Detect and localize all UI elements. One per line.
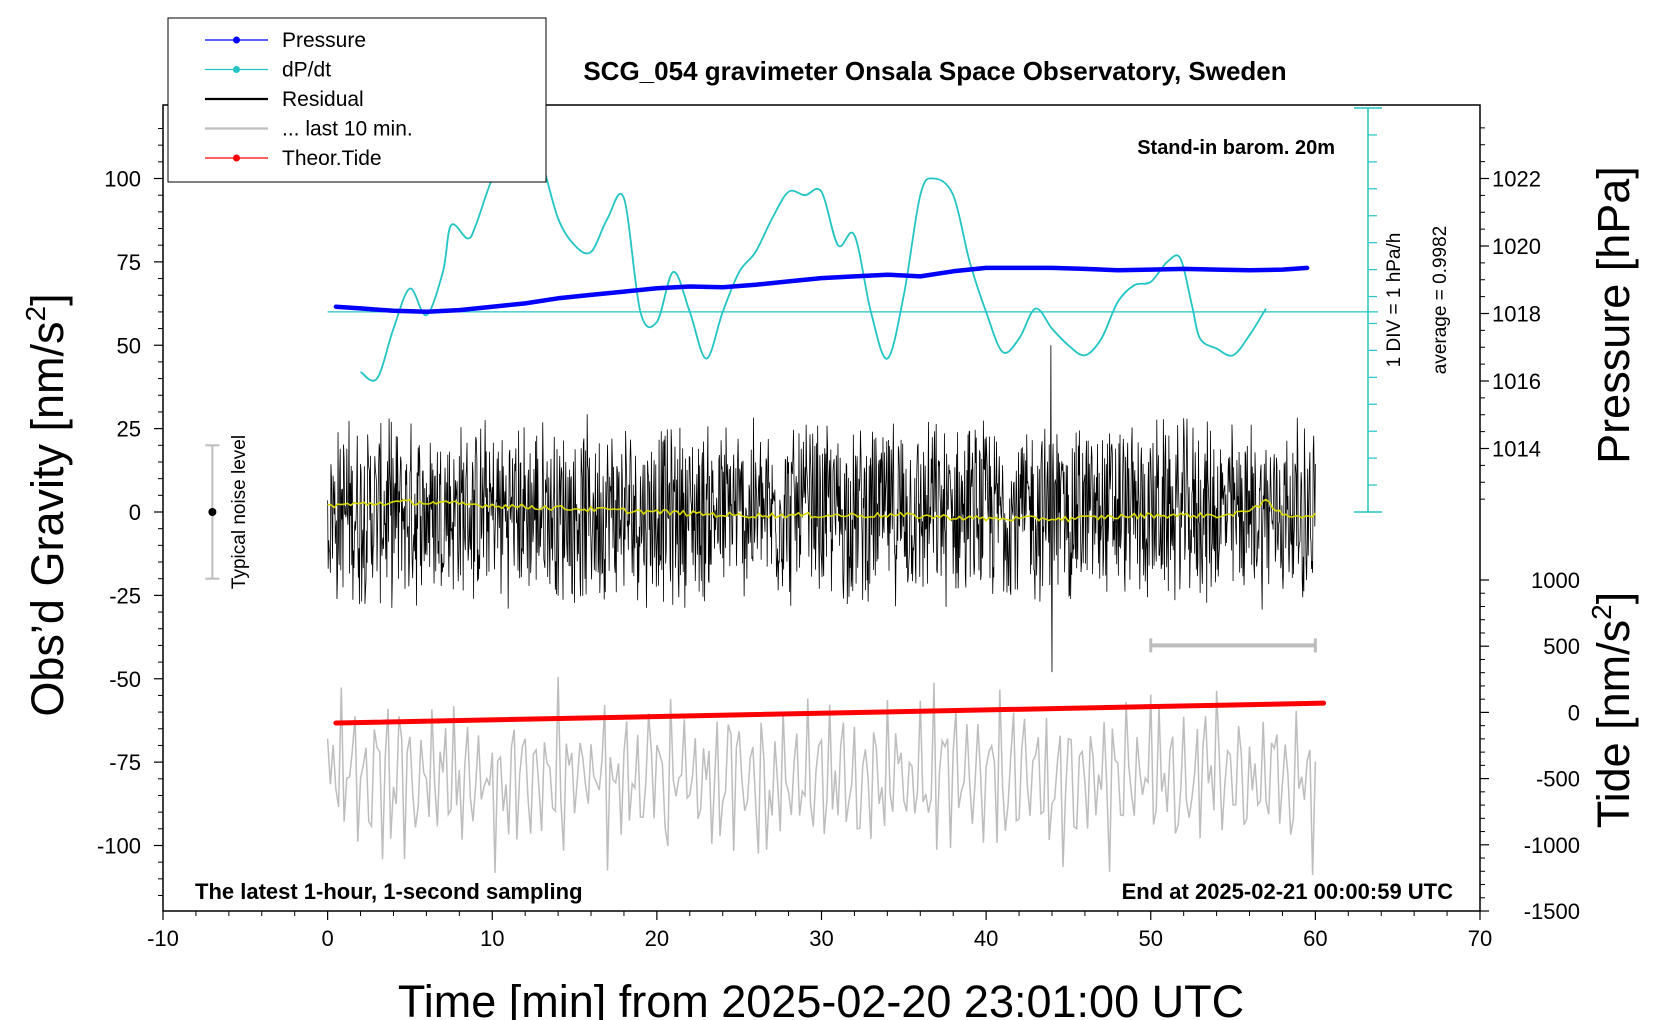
series-tide-line — [333, 700, 1327, 726]
tide-tick-label: -1500 — [1524, 899, 1580, 924]
tide-label-sup: 2 — [1586, 604, 1617, 620]
subtitle-right: End at 2025-02-21 00:00:59 UTC — [1122, 879, 1453, 904]
pressure-tick-label: 1018 — [1492, 302, 1541, 327]
tide-tick-label: -1000 — [1524, 833, 1580, 858]
legend-label: dP/dt — [282, 59, 331, 82]
tide-axis-label: Tide [nm/s2] — [1586, 592, 1639, 828]
chart-title: SCG_054 gravimeter Onsala Space Observat… — [583, 56, 1286, 86]
left-tick-label: -100 — [97, 834, 141, 859]
tide-label-main: Tide [nm/s — [1588, 620, 1639, 828]
y-label-left-main: Obs’d Gravity [nm/s — [22, 322, 73, 717]
legend-label: Residual — [282, 88, 364, 111]
series-pressure-line — [333, 265, 1310, 315]
x-axis-label: Time [min] from 2025-02-20 23:01:00 UTC — [398, 976, 1244, 1020]
dpdt-average-label: average = 0.9982 — [1430, 226, 1451, 374]
noise-center-dot — [208, 508, 217, 516]
left-tick-label: 50 — [117, 333, 141, 358]
pressure-tick-label: 1016 — [1492, 369, 1541, 394]
left-tick-label: -50 — [109, 667, 141, 692]
series-group — [326, 127, 1378, 876]
x-tick-label: 30 — [809, 926, 833, 951]
x-tick-label: 10 — [480, 926, 504, 951]
left-tick-label: 0 — [129, 500, 141, 525]
tide-tick-label: 500 — [1543, 634, 1580, 659]
noise-indicator — [205, 444, 220, 580]
left-tick-label: 75 — [117, 250, 141, 275]
x-tick-label: -10 — [147, 926, 179, 951]
x-tick-label: 0 — [322, 926, 334, 951]
series-residual-smoothed-line — [327, 498, 1317, 523]
stand-in-annotation: Stand-in barom. 20m — [1137, 137, 1335, 159]
legend-label: Theor.Tide — [282, 147, 382, 170]
legend-marker — [233, 66, 240, 73]
subtitle-left: The latest 1-hour, 1-second sampling — [195, 879, 583, 904]
pressure-axis-label: Pressure [hPa] — [1588, 166, 1639, 464]
left-tick-label: 100 — [104, 167, 141, 192]
tide-tick-label: -500 — [1536, 767, 1580, 792]
y-label-left-end: ] — [22, 293, 73, 306]
left-axis: 100 75 50 25 0 -25 -50 -75 -100 — [97, 127, 163, 897]
legend-label: Pressure — [282, 29, 366, 52]
left-tick-label: -25 — [109, 583, 141, 608]
legend: Pressure dP/dt Residual ... last 10 min. The… — [167, 17, 547, 183]
tide-tick-label: 0 — [1568, 700, 1580, 725]
pressure-tick-label: 1022 — [1492, 167, 1541, 192]
x-tick-label: 40 — [974, 926, 998, 951]
dpdt-scale-bar — [1354, 107, 1382, 513]
pressure-axis: 1022 1020 1018 1016 1014 — [1480, 127, 1541, 500]
legend-items: Pressure dP/dt Residual ... last 10 min. The… — [205, 29, 413, 170]
y-label-left-sup: 2 — [20, 306, 51, 322]
series-residual-line — [327, 345, 1316, 673]
tide-tick-label: 1000 — [1531, 568, 1580, 593]
legend-marker — [233, 36, 240, 44]
pressure-tick-label: 1020 — [1492, 234, 1541, 259]
x-axis: -10 0 10 20 30 40 50 60 70 — [147, 911, 1492, 951]
dpdt-div-label: 1 DIV = 1 hPa/h — [1384, 233, 1405, 368]
left-tick-label: -75 — [109, 750, 141, 775]
series-last10min-line — [326, 676, 1317, 876]
pressure-tick-label: 1014 — [1492, 437, 1541, 462]
window-marker — [1149, 638, 1317, 653]
x-tick-label: 50 — [1139, 926, 1163, 951]
x-tick-label: 70 — [1468, 926, 1492, 951]
left-tick-label: 25 — [117, 417, 141, 442]
y-axis-label-left: Obs’d Gravity [nm/s2] — [20, 293, 73, 716]
tide-label-end: ] — [1588, 592, 1639, 605]
x-tick-label: 20 — [645, 926, 669, 951]
tide-axis: 1000 500 0 -500 -1000 -1500 — [1480, 568, 1580, 924]
noise-indicator-label: Typical noise level — [229, 435, 250, 589]
legend-label: ... last 10 min. — [282, 118, 413, 141]
x-tick-label: 60 — [1303, 926, 1327, 951]
legend-marker — [233, 154, 240, 162]
